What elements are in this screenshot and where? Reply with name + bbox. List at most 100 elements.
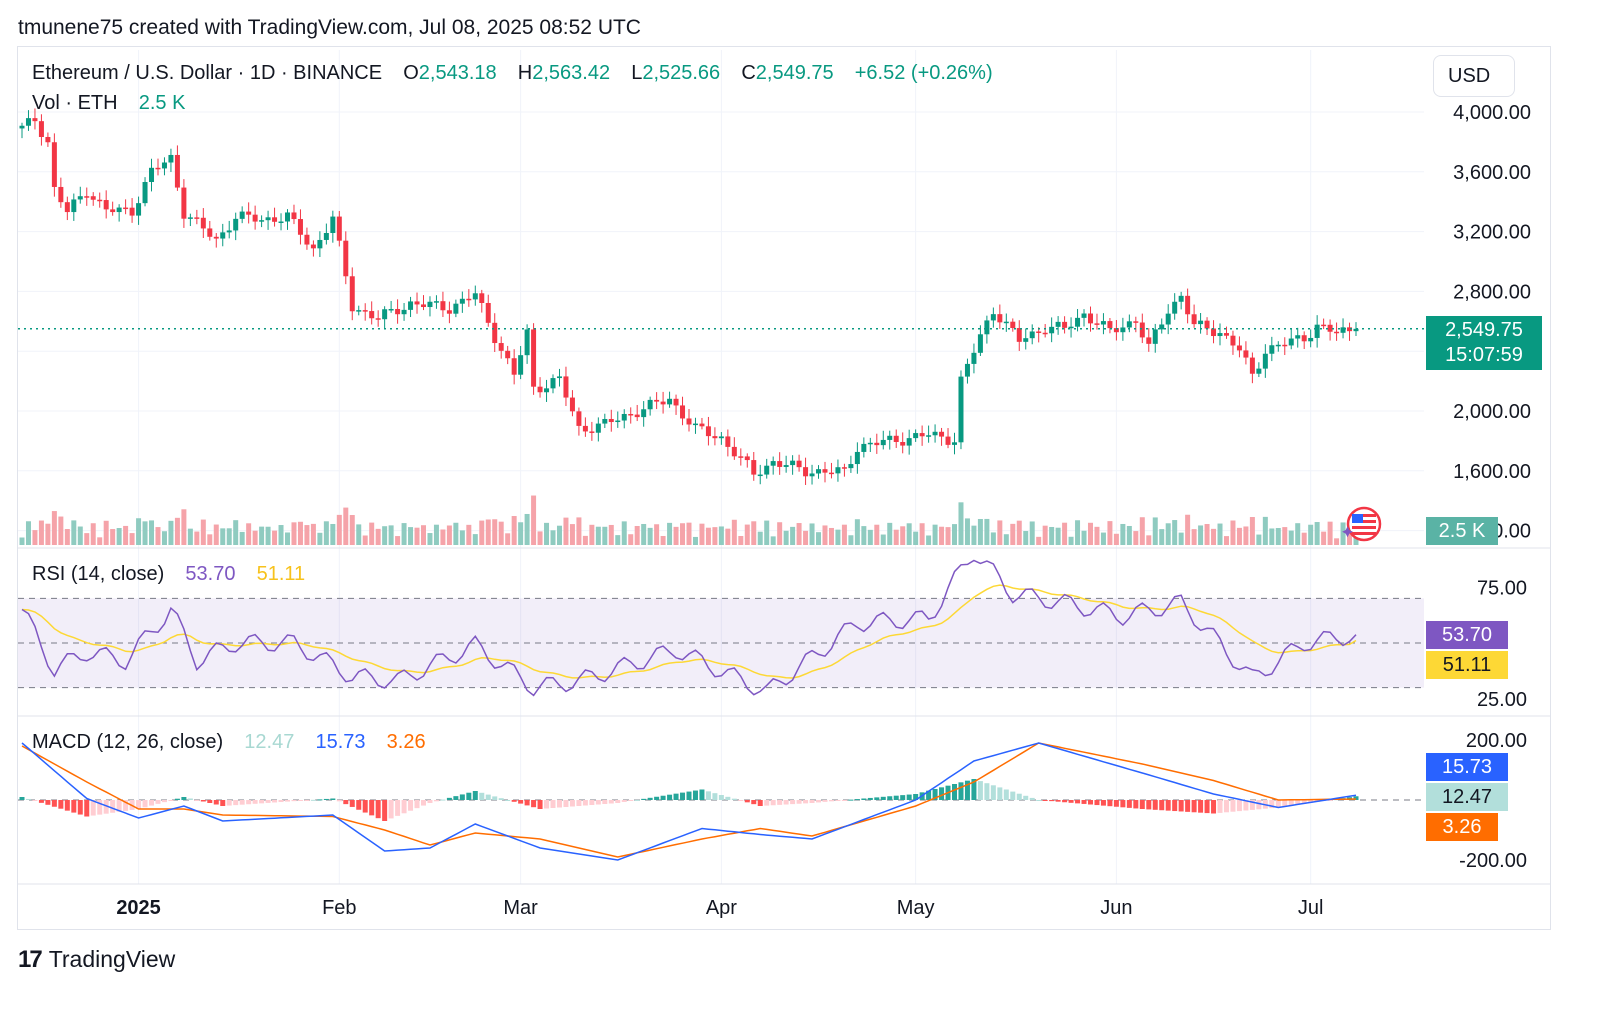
volume-bar xyxy=(1282,527,1288,545)
macd-histogram-bar xyxy=(317,799,323,801)
candle-body xyxy=(906,438,912,446)
volume-bar xyxy=(945,527,951,545)
volume-bar xyxy=(1256,534,1262,545)
candle-body xyxy=(828,472,834,475)
chart-frame[interactable] xyxy=(17,46,1551,930)
macd-histogram-bar xyxy=(841,800,847,801)
candle-body xyxy=(1172,301,1178,314)
candle-body xyxy=(589,431,595,433)
macd-histogram-bar xyxy=(569,800,575,807)
candle-body xyxy=(1262,353,1268,369)
volume-bar xyxy=(1301,532,1307,545)
rsi-ma-value: 51.11 xyxy=(256,563,306,585)
price-axis-tick-label: 2,000.00 xyxy=(1453,401,1531,423)
volume-bar xyxy=(738,535,744,545)
macd-histogram-bar xyxy=(1126,800,1132,808)
macd-histogram-bar xyxy=(187,798,193,800)
macd-histogram-bar xyxy=(770,800,776,806)
volume-bar xyxy=(958,502,964,545)
volume-bar xyxy=(51,511,57,545)
rsi-line xyxy=(21,559,1357,697)
macd-histogram-bar xyxy=(1139,800,1145,809)
candle-body xyxy=(349,276,355,312)
candle-body xyxy=(272,217,278,222)
volume-bar xyxy=(1288,530,1294,545)
candle-body xyxy=(971,352,977,364)
volume-bar xyxy=(718,526,724,545)
candle-body xyxy=(1113,328,1119,333)
volume-tag: 2.5 K xyxy=(1426,517,1498,545)
macd-histogram-bar xyxy=(440,799,446,801)
macd-histogram-bar xyxy=(446,797,452,800)
symbol-label: Ethereum / U.S. Dollar · 1D · BINANCE xyxy=(32,62,383,84)
macd-histogram-bar xyxy=(64,800,70,811)
candle-body xyxy=(174,154,180,188)
currency-selector[interactable]: USD xyxy=(1433,55,1515,97)
tradingview-brand[interactable]: 17 TradingView xyxy=(18,946,175,974)
candle-body xyxy=(1288,338,1294,346)
volume-bar xyxy=(667,522,673,545)
macd-histogram-bar xyxy=(1282,800,1288,807)
candle-body xyxy=(149,167,155,182)
candle-body xyxy=(213,236,219,239)
candle-body xyxy=(433,301,439,303)
candle-body xyxy=(647,399,653,410)
volume-bar xyxy=(297,521,303,545)
macd-histogram-bar xyxy=(796,800,802,804)
candle-body xyxy=(1211,328,1217,337)
volume-bar xyxy=(433,524,439,545)
macd-histogram-bar xyxy=(550,800,556,808)
candle-body xyxy=(887,435,893,440)
volume-bar xyxy=(265,526,271,545)
candle-body xyxy=(1159,324,1165,330)
macd-histogram-bar xyxy=(751,800,757,805)
volume-bar xyxy=(893,529,899,545)
candle-body xyxy=(1327,324,1333,332)
candle-body xyxy=(446,310,452,314)
macd-histogram-bar xyxy=(492,796,498,800)
macd-histogram-bar xyxy=(1120,800,1126,808)
macd-histogram-bar xyxy=(498,798,504,800)
candle-body xyxy=(1049,326,1055,334)
candle-body xyxy=(1146,337,1152,344)
volume-bar xyxy=(1217,523,1223,545)
volume-bar xyxy=(453,522,459,545)
volume-bar xyxy=(621,521,627,545)
macd-histogram-bar xyxy=(744,800,750,803)
candle-body xyxy=(1068,326,1074,329)
candle-body xyxy=(1126,321,1132,328)
volume-bar xyxy=(764,520,770,545)
volume-bar xyxy=(395,536,401,545)
candle-body xyxy=(861,443,867,452)
candle-body xyxy=(893,435,899,442)
macd-histogram-bar xyxy=(149,800,155,806)
volume-bar xyxy=(595,526,601,545)
macd-histogram-bar xyxy=(524,800,530,806)
volume-bar xyxy=(272,530,278,545)
volume-bar xyxy=(71,520,77,545)
macd-histogram-bar xyxy=(1049,800,1055,802)
us-flag-icon[interactable] xyxy=(1342,506,1382,544)
macd-histogram-bar xyxy=(1036,800,1042,801)
volume-bar xyxy=(97,537,103,545)
macd-histogram-bar xyxy=(1223,800,1229,813)
candle-body xyxy=(1100,321,1106,325)
macd-histogram-bar xyxy=(913,794,919,800)
volume-bar xyxy=(977,518,983,545)
candle-body xyxy=(621,413,627,421)
candle-body xyxy=(841,467,847,469)
candle-body xyxy=(550,378,556,389)
volume-bar xyxy=(304,525,310,545)
volume-bar xyxy=(887,522,893,545)
candle-body xyxy=(1003,321,1009,324)
volume-bar xyxy=(1269,528,1275,545)
macd-histogram-bar xyxy=(1094,800,1100,806)
candle-body xyxy=(252,214,258,222)
macd-histogram-bar xyxy=(252,800,258,804)
candle-body xyxy=(1223,333,1229,336)
macd-histogram-bar xyxy=(174,798,180,800)
candle-body xyxy=(945,436,951,445)
volume-bar xyxy=(194,531,200,545)
macd-histogram-bar xyxy=(595,800,601,805)
